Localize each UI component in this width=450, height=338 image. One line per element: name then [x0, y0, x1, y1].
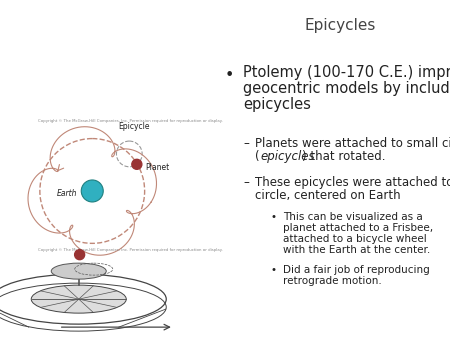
Text: (: ( — [255, 150, 260, 163]
Text: Planets were attached to small circles: Planets were attached to small circles — [255, 137, 450, 150]
Text: –: – — [243, 176, 249, 189]
Text: •: • — [270, 212, 276, 222]
Text: –: – — [243, 137, 249, 150]
Text: retrograde motion.: retrograde motion. — [283, 276, 382, 286]
Text: Planet: Planet — [145, 163, 169, 172]
Text: ) that rotated.: ) that rotated. — [302, 150, 386, 163]
Text: Copyright © The McGraw-Hill Companies, Inc. Permission required for reproduction: Copyright © The McGraw-Hill Companies, I… — [38, 119, 223, 123]
Text: with the Earth at the center.: with the Earth at the center. — [283, 245, 430, 255]
Text: Did a fair job of reproducing: Did a fair job of reproducing — [283, 265, 430, 275]
Text: •: • — [225, 68, 234, 83]
Text: Earth: Earth — [57, 190, 77, 198]
Text: •: • — [270, 265, 276, 275]
Text: epicycles: epicycles — [260, 150, 315, 163]
Circle shape — [132, 159, 142, 169]
Ellipse shape — [31, 285, 126, 313]
Text: Copyright © The McGraw-Hill Companies, Inc. Permission required for reproduction: Copyright © The McGraw-Hill Companies, I… — [38, 248, 223, 252]
Circle shape — [75, 250, 85, 260]
Ellipse shape — [51, 263, 106, 279]
Text: This can be visualized as a: This can be visualized as a — [283, 212, 423, 222]
Text: planet attached to a Frisbee,: planet attached to a Frisbee, — [283, 223, 433, 233]
Text: geocentric models by including: geocentric models by including — [243, 81, 450, 96]
Text: Epicycles: Epicycles — [304, 18, 376, 33]
Text: attached to a bicycle wheel: attached to a bicycle wheel — [283, 234, 427, 244]
Text: Epicycle: Epicycle — [118, 122, 150, 131]
Text: Ptolemy (100-170 C.E.) improved the: Ptolemy (100-170 C.E.) improved the — [243, 65, 450, 80]
Circle shape — [81, 180, 103, 202]
Text: epicycles: epicycles — [243, 97, 311, 112]
Text: These epicycles were attached to a larger: These epicycles were attached to a large… — [255, 176, 450, 189]
Text: circle, centered on Earth: circle, centered on Earth — [255, 189, 400, 202]
